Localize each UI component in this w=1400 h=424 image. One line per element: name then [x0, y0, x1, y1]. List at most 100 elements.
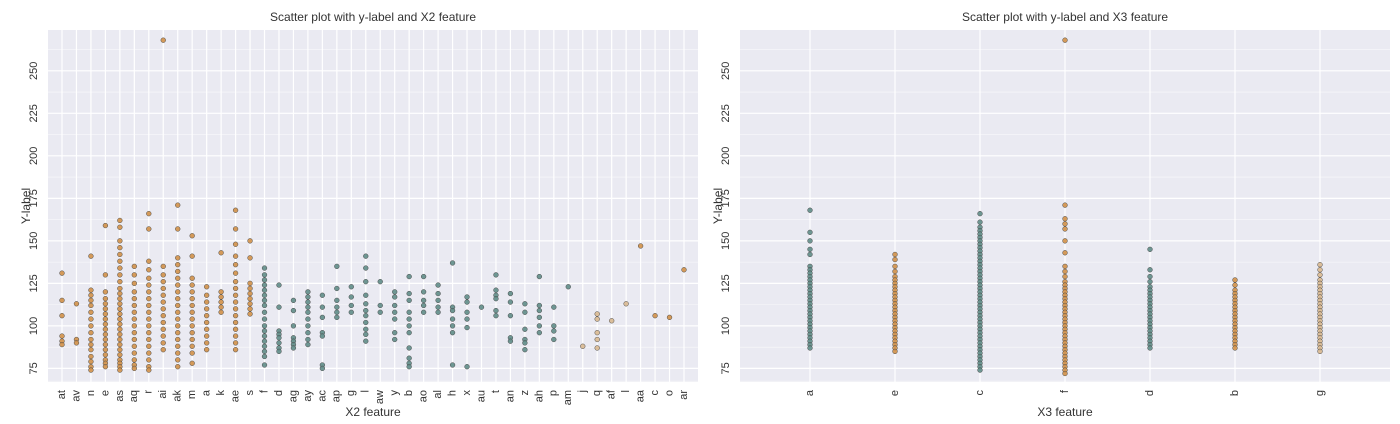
x-tick-label: ar [678, 390, 690, 400]
data-point [131, 289, 137, 295]
data-point [363, 326, 369, 332]
data-point [160, 319, 166, 326]
data-point [977, 211, 983, 217]
x-tick-label: l [360, 390, 372, 392]
data-point [1062, 221, 1068, 227]
data-point [102, 352, 109, 358]
data-point [204, 284, 210, 290]
data-point [247, 306, 253, 312]
x-tick-label: ap [331, 390, 343, 402]
data-point [218, 289, 224, 295]
data-point [117, 352, 123, 358]
data-point [348, 302, 354, 309]
data-point [88, 330, 94, 336]
data-point [232, 326, 239, 332]
data-point [88, 353, 94, 360]
data-point [666, 314, 673, 321]
data-point [334, 297, 340, 304]
data-point [204, 313, 210, 319]
data-point [1062, 202, 1068, 208]
data-point [261, 277, 268, 283]
data-point [204, 299, 210, 305]
data-point [449, 316, 456, 322]
y-tick-label: 200 [28, 147, 40, 165]
data-point [59, 333, 65, 339]
data-point [189, 323, 195, 329]
data-point [807, 251, 813, 258]
data-point [218, 299, 224, 305]
data-point [420, 273, 427, 280]
data-point [406, 364, 412, 370]
data-point [507, 313, 514, 319]
data-point [102, 326, 109, 332]
x-tick-label: av [70, 390, 82, 402]
data-point [88, 287, 94, 293]
data-point [363, 313, 369, 319]
data-point [522, 340, 528, 346]
y-axis-label: Y-label [19, 188, 33, 224]
data-point [175, 302, 181, 309]
data-point [189, 233, 195, 239]
data-point [131, 296, 137, 302]
data-point [435, 290, 441, 297]
data-point [160, 306, 166, 312]
data-point [261, 338, 268, 344]
data-point [594, 316, 600, 322]
data-point [247, 280, 253, 287]
data-point [131, 302, 137, 309]
data-point [406, 323, 412, 329]
data-point [319, 292, 326, 298]
data-point [449, 362, 456, 368]
chart-x3-svg: 75 100 125 150 175 200 225 250 a e c f d b g Scatter pl… [711, 10, 1390, 419]
data-point [363, 301, 369, 307]
x-tick-label: ak [172, 390, 184, 402]
data-point [189, 289, 195, 295]
data-point [464, 364, 470, 370]
x-tick-label: ai [157, 390, 169, 399]
data-point [189, 275, 195, 281]
data-point [117, 217, 123, 224]
data-point [392, 316, 398, 322]
data-point [493, 287, 499, 293]
data-point [261, 265, 268, 271]
data-point [160, 292, 166, 298]
data-point [117, 311, 123, 317]
x-tick-label: c [974, 390, 986, 396]
data-point [189, 309, 195, 315]
data-point [536, 307, 542, 314]
data-point [146, 282, 152, 288]
data-point [334, 314, 340, 321]
data-point [1147, 279, 1153, 285]
x-tick-label: b [1229, 390, 1241, 396]
data-point [247, 296, 253, 302]
data-point [290, 307, 297, 314]
data-point [406, 330, 412, 336]
data-point [232, 347, 239, 353]
data-point [204, 319, 210, 326]
data-point [305, 330, 311, 336]
data-point [305, 336, 311, 343]
data-point [175, 323, 181, 329]
data-point [594, 345, 600, 351]
data-point [536, 314, 542, 321]
data-point [117, 306, 123, 312]
x-tick-label: y [389, 390, 401, 396]
data-point [232, 226, 239, 232]
data-point [247, 290, 253, 297]
data-point [363, 253, 369, 259]
data-point [59, 270, 65, 276]
data-point [232, 319, 239, 326]
data-point [1062, 263, 1068, 270]
x-tick-label: r [143, 390, 155, 394]
data-point [102, 316, 109, 322]
data-point [117, 258, 123, 264]
data-point [247, 255, 253, 261]
x-tick-label: aw [374, 390, 386, 404]
data-point [892, 251, 898, 258]
data-point [406, 345, 412, 351]
data-point [261, 287, 268, 293]
data-point [232, 279, 239, 285]
data-point [218, 294, 224, 300]
data-point [406, 309, 412, 315]
y-tick-label: 125 [28, 274, 40, 292]
